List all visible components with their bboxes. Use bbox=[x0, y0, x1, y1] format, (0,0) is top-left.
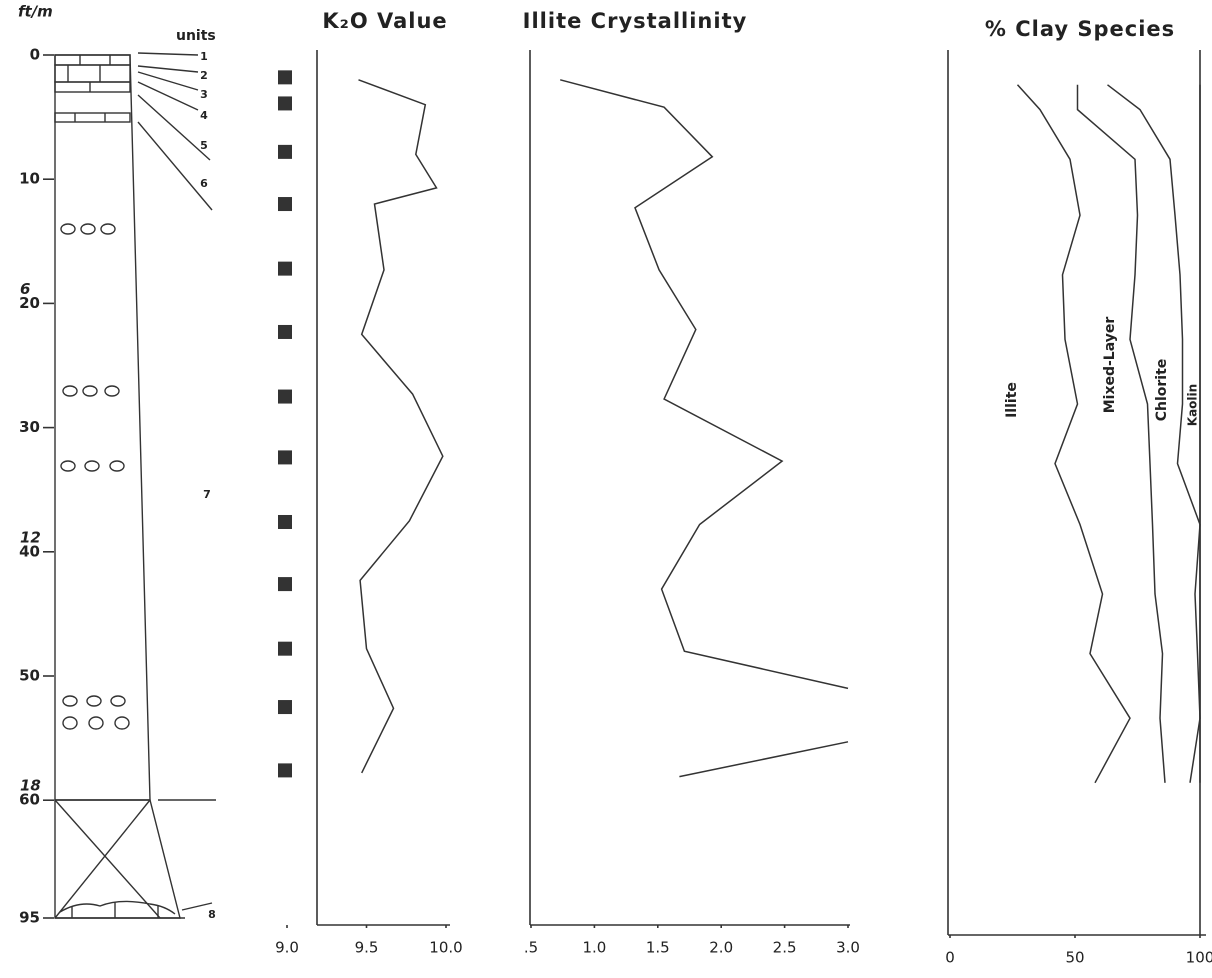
depth-tick-label: 95 bbox=[19, 909, 40, 927]
sample-marker bbox=[278, 763, 292, 778]
metric-tick-label: 18 bbox=[20, 777, 41, 795]
data-line bbox=[358, 79, 444, 774]
panel-title: % Clay Species bbox=[985, 17, 1175, 41]
x-tick-label: 3.0 bbox=[836, 939, 860, 957]
unit-label: 1 bbox=[200, 50, 208, 63]
depth-tick-label: 60 bbox=[19, 791, 40, 809]
depth-tick-label: 0 bbox=[30, 46, 40, 64]
sample-marker bbox=[278, 514, 292, 529]
sample-marker bbox=[278, 96, 292, 111]
data-line bbox=[560, 79, 849, 778]
x-tick-label: 1.5 bbox=[646, 939, 670, 957]
unit-label: 5 bbox=[200, 139, 208, 152]
depth-axis-label: ft/m bbox=[18, 3, 53, 21]
series-label: Chlorite bbox=[1154, 359, 1170, 422]
x-tick-label: 2.0 bbox=[709, 939, 733, 957]
sample-marker bbox=[278, 197, 292, 212]
x-tick-label: 0 bbox=[945, 949, 955, 967]
depth-tick-label: 30 bbox=[19, 418, 40, 436]
sample-marker bbox=[278, 144, 292, 159]
sample-marker bbox=[278, 641, 292, 656]
depth-tick-label: 50 bbox=[19, 667, 40, 685]
x-tick-label: 50 bbox=[1065, 949, 1084, 967]
depth-tick-label: 10 bbox=[19, 170, 40, 188]
boundary-line bbox=[1016, 84, 1131, 784]
unit-label: 4 bbox=[200, 109, 208, 122]
x-tick-label: .5 bbox=[524, 939, 538, 957]
depth-tick-label: 40 bbox=[19, 542, 40, 560]
units-label: units bbox=[176, 28, 216, 44]
sample-marker bbox=[278, 70, 292, 85]
unit-label: 2 bbox=[200, 69, 208, 82]
metric-tick-label: 6 bbox=[20, 280, 30, 298]
unit-label: 6 bbox=[200, 177, 208, 190]
x-tick-label: 1.0 bbox=[582, 939, 606, 957]
x-tick-label: 9.5 bbox=[355, 939, 379, 957]
panel-title: K₂O Value bbox=[322, 9, 447, 33]
series-label: Illite bbox=[1004, 382, 1020, 418]
sample-marker bbox=[278, 324, 292, 339]
boundary-line bbox=[1076, 84, 1166, 783]
unit-label: 8 bbox=[208, 908, 216, 921]
series-label: Mixed-Layer bbox=[1102, 317, 1118, 414]
sample-marker bbox=[278, 700, 292, 715]
x-tick-label: 100 bbox=[1186, 949, 1212, 967]
sample-marker bbox=[278, 261, 292, 276]
sample-marker bbox=[278, 450, 292, 465]
unit-label: 7 bbox=[203, 488, 211, 501]
boundary-line bbox=[1107, 84, 1201, 783]
panel-title: Illite Crystallinity bbox=[523, 9, 748, 33]
metric-tick-label: 12 bbox=[20, 528, 41, 546]
unit-label: 3 bbox=[200, 88, 208, 101]
sample-marker bbox=[278, 577, 292, 592]
x-tick-label: 2.5 bbox=[773, 939, 797, 957]
x-tick-label: 9.0 bbox=[275, 939, 299, 957]
lithology-column bbox=[54, 52, 216, 919]
series-label: Kaolin bbox=[1186, 384, 1200, 426]
sample-marker bbox=[278, 389, 292, 404]
depth-tick-label: 20 bbox=[19, 294, 40, 312]
x-tick-label: 10.0 bbox=[429, 939, 462, 957]
